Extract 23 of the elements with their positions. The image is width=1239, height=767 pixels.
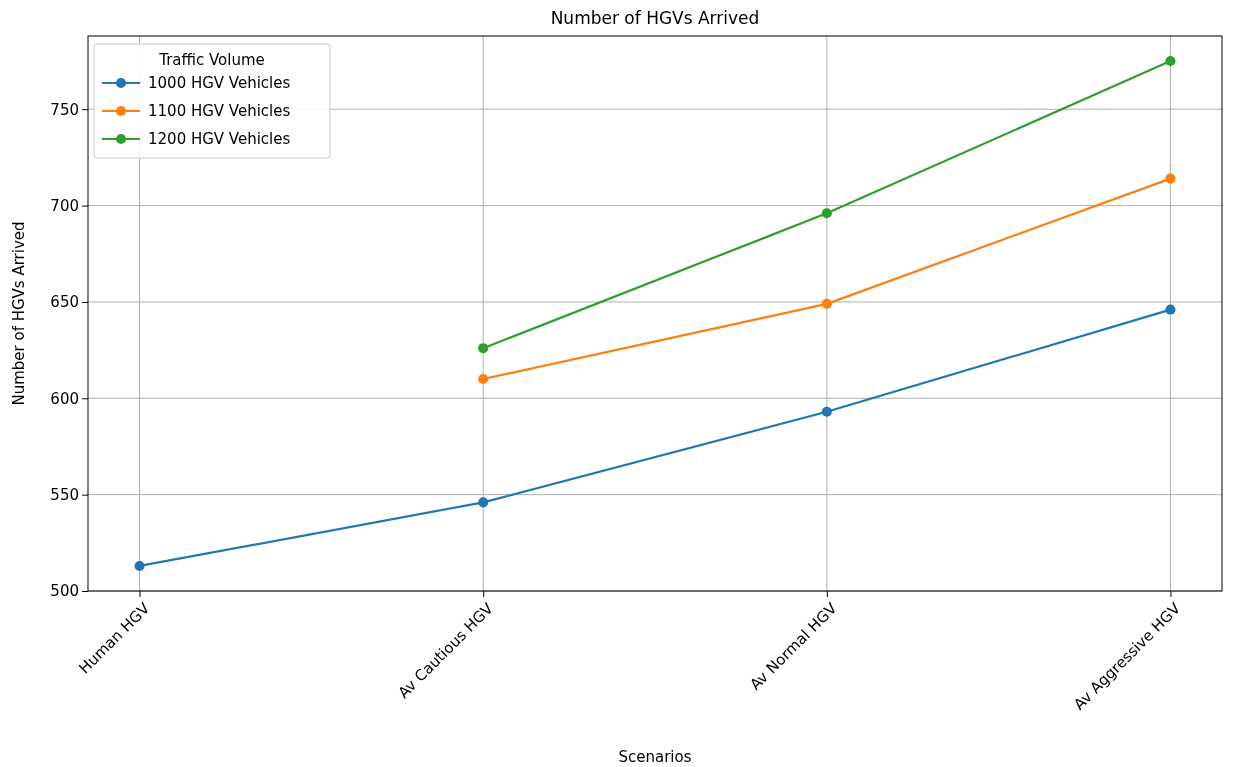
- point: [478, 373, 489, 385]
- y-tick-label: 550: [50, 485, 79, 504]
- legend-label: 1200 HGV Vehicles: [148, 130, 291, 148]
- point: [821, 406, 832, 417]
- point: [1165, 56, 1176, 67]
- x-axis-title: Scenarios: [618, 748, 692, 766]
- y-tick-label: 700: [50, 196, 79, 215]
- y-tick-label: 600: [50, 389, 79, 408]
- legend-title: Traffic Volume: [158, 51, 265, 69]
- y-tick-label: 750: [50, 100, 79, 119]
- y-axis-title: Number of HGVs Arrived: [10, 221, 28, 406]
- legend-label: 1000 HGV Vehicles: [148, 74, 291, 92]
- point: [1165, 304, 1176, 315]
- point: [134, 560, 145, 571]
- chart-title: Number of HGVs Arrived: [550, 8, 760, 28]
- legend-label: 1100 HGV Vehicles: [148, 102, 291, 120]
- point: [478, 343, 489, 354]
- point: [821, 208, 832, 219]
- point: [1165, 173, 1176, 184]
- y-tick-label: 500: [50, 582, 79, 601]
- point: [821, 298, 832, 309]
- point: [478, 497, 489, 508]
- y-tick-label: 650: [50, 293, 79, 312]
